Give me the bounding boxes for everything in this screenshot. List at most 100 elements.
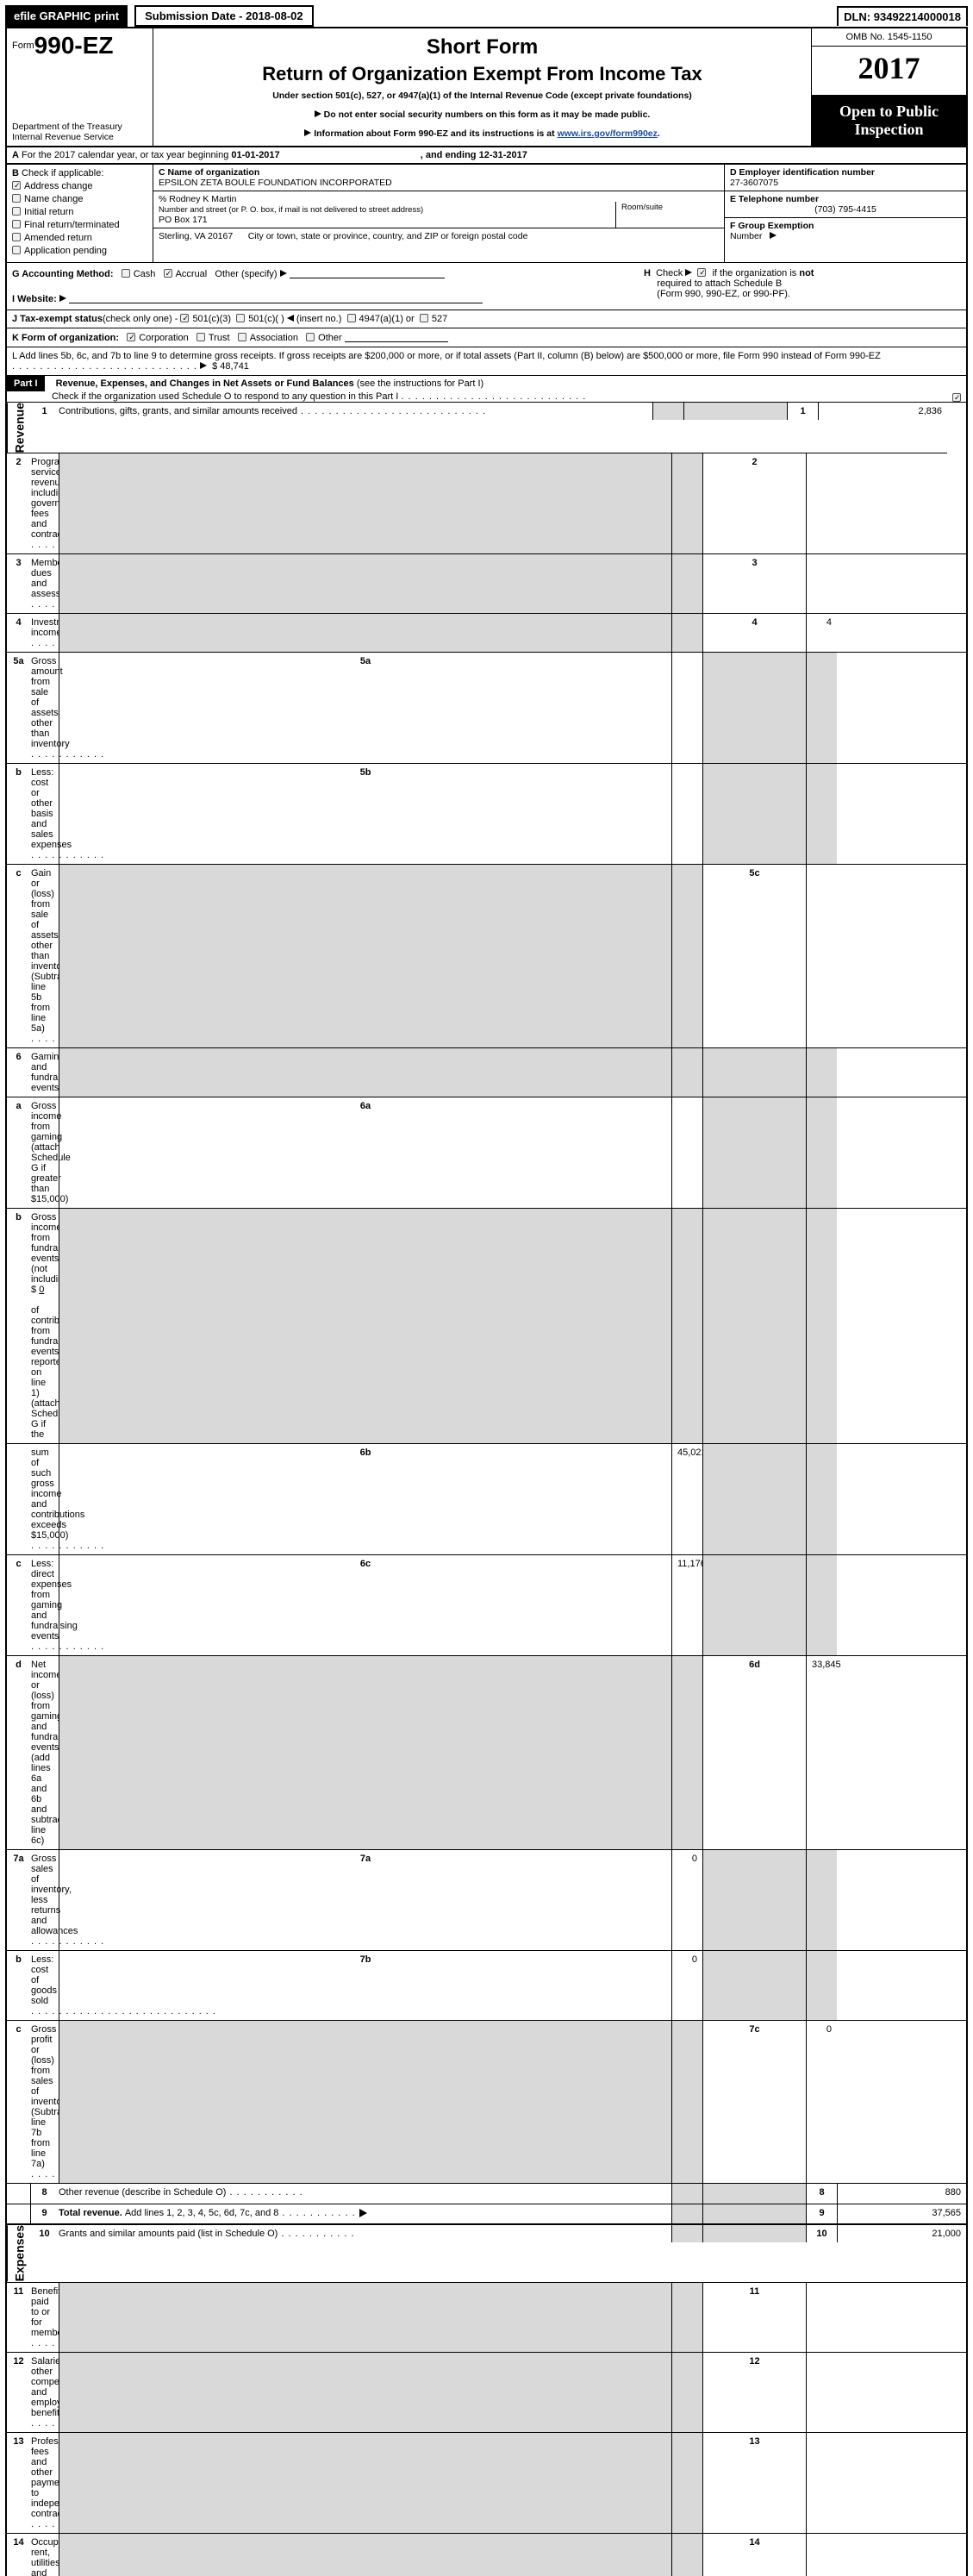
mid-val <box>671 614 702 652</box>
line-no: 6 <box>7 1048 31 1097</box>
l-amount: $ 48,741 <box>212 361 249 372</box>
line-val <box>806 554 837 613</box>
k-o4: Other <box>318 333 342 343</box>
dept-line-1: Department of the Treasury <box>12 122 147 132</box>
line-val <box>806 1209 837 1443</box>
line-box: 3 <box>702 554 806 613</box>
line-no: 4 <box>7 614 31 652</box>
line-val: 880 <box>837 2184 966 2204</box>
checkbox-icon[interactable] <box>952 393 961 402</box>
table-row: 5a Gross amount from sale of assets othe… <box>7 653 966 764</box>
line-box: 8 <box>806 2184 837 2204</box>
i-label: I Website: <box>12 294 57 304</box>
k-label: K Form of organization: <box>12 333 119 343</box>
line-no: 11 <box>7 2283 31 2352</box>
arrow-icon <box>280 270 287 277</box>
line-no: 13 <box>7 2433 31 2533</box>
section-k: K Form of organization: Corporation Trus… <box>5 328 968 347</box>
checkbox-icon[interactable] <box>12 207 21 216</box>
k-o3: Association <box>250 333 298 343</box>
chk-label: Final return/terminated <box>24 220 120 230</box>
irs-link[interactable]: www.irs.gov/form990ez <box>558 128 658 139</box>
checkbox-icon[interactable] <box>12 181 21 190</box>
b-label: Check if applicable: <box>22 168 103 178</box>
chk-final-return: Final return/terminated <box>12 220 147 230</box>
line-desc: Gross income from fundraising events (no… <box>31 1209 59 1443</box>
omb-number: OMB No. 1545-1150 <box>812 28 966 47</box>
line-box: 10 <box>806 2225 837 2242</box>
checkbox-icon[interactable] <box>12 220 21 228</box>
arrow-icon <box>304 129 311 136</box>
part-i-header: Part I Revenue, Expenses, and Changes in… <box>5 376 968 403</box>
mid-box <box>59 1209 671 1443</box>
radio-icon[interactable] <box>238 333 246 341</box>
table-row: Expenses 10 Grants and similar amounts p… <box>7 2225 966 2282</box>
section-b: B Check if applicable: Address change Na… <box>7 165 153 262</box>
k-other-blank[interactable] <box>345 332 448 342</box>
section-j: J Tax-exempt status(check only one) - 50… <box>5 310 968 328</box>
g-cash: Cash <box>134 269 156 279</box>
h-right: H Check if the organization is not requi… <box>639 263 966 309</box>
line-no: b <box>7 1951 31 2020</box>
line-no: 12 <box>7 2353 31 2432</box>
checkbox-icon[interactable] <box>12 194 21 203</box>
mid-box <box>59 453 671 553</box>
j-o1: 501(c)(3) <box>192 314 231 324</box>
j-o2b: (insert no.) <box>296 314 342 324</box>
radio-icon[interactable] <box>347 314 356 322</box>
radio-icon[interactable] <box>236 314 245 322</box>
line-box <box>702 1951 806 2020</box>
line-val <box>806 1444 837 1554</box>
radio-icon[interactable] <box>196 333 205 341</box>
table-row: 4 Investment income 4 4 <box>7 614 966 653</box>
mid-box <box>652 403 683 420</box>
h-pre: Check <box>656 268 683 278</box>
table-row: b Less: cost or other basis and sales ex… <box>7 764 966 865</box>
line-desc: sum of such gross income and contributio… <box>31 1444 59 1554</box>
mid-box: 7b <box>59 1951 671 2020</box>
checkbox-icon[interactable] <box>12 233 21 241</box>
line-box <box>702 764 806 864</box>
line-val <box>806 764 837 864</box>
line-val <box>806 2353 837 2432</box>
checkbox-icon[interactable] <box>697 268 706 277</box>
dots <box>12 361 197 372</box>
line-desc: Gross amount from sale of assets other t… <box>31 653 59 763</box>
mid-box <box>59 1656 671 1849</box>
d-row: D Employer identification number 27-3607… <box>725 165 966 191</box>
i-website-blank[interactable] <box>69 293 483 303</box>
g-row: G Accounting Method: Cash Accrual Other … <box>12 268 633 279</box>
radio-icon[interactable] <box>420 314 428 322</box>
radio-icon[interactable] <box>122 269 130 278</box>
line-box: 1 <box>787 403 818 420</box>
table-row: 2 Program service revenue including gove… <box>7 453 966 554</box>
line-no: b <box>7 1209 31 1443</box>
g-other-blank[interactable] <box>290 268 445 278</box>
radio-icon[interactable] <box>127 333 135 341</box>
line-no: 8 <box>31 2184 59 2204</box>
line-box: 6d <box>702 1656 806 1849</box>
instruction-line-1: Do not enter social security numbers on … <box>159 109 806 120</box>
open-to-public-badge: Open to Public Inspection <box>812 96 966 146</box>
line-desc: Gross income from gaming (attach Schedul… <box>31 1097 59 1208</box>
line-no: 7a <box>7 1850 31 1950</box>
table-row: 7a Gross sales of inventory, less return… <box>7 1850 966 1951</box>
line-no: 10 <box>31 2225 59 2242</box>
line-desc: Total revenue. Add lines 1, 2, 3, 4, 5c,… <box>59 2204 671 2223</box>
radio-icon[interactable] <box>180 314 189 322</box>
checkbox-icon[interactable] <box>12 246 21 254</box>
line-no: 14 <box>7 2534 31 2576</box>
mid-box <box>59 554 671 613</box>
header: Form990-EZ Department of the Treasury In… <box>5 27 968 147</box>
mid-val <box>671 653 702 763</box>
radio-icon[interactable] <box>306 333 315 341</box>
mid-val <box>702 2184 806 2204</box>
dept-line-2: Internal Revenue Service <box>12 132 147 142</box>
table-row: c Less: direct expenses from gaming and … <box>7 1555 966 1656</box>
table-row: b Less: cost of goods sold 7b0 <box>7 1951 966 2021</box>
c-addr-value: PO Box 171 <box>159 215 208 225</box>
table-row: 8 Other revenue (describe in Schedule O)… <box>7 2184 966 2204</box>
f-label: F Group Exemption <box>730 221 814 231</box>
radio-icon[interactable] <box>164 269 172 278</box>
mid-box <box>59 2283 671 2352</box>
